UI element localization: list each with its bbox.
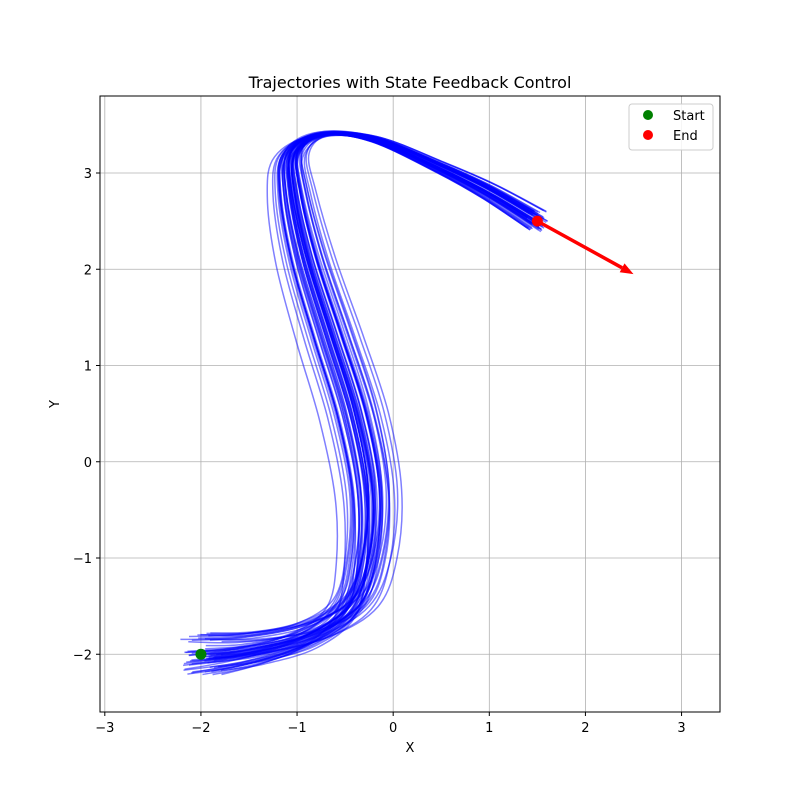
- start-marker: [195, 648, 207, 660]
- x-tick-label: −1: [287, 721, 306, 736]
- x-tick-label: 3: [677, 721, 685, 736]
- x-tick-label: 0: [389, 721, 397, 736]
- plot-frame: [99, 95, 721, 713]
- y-tick-label: 1: [84, 360, 92, 375]
- legend-start-label: Start: [673, 109, 705, 124]
- trajectory-line: [185, 132, 536, 654]
- end-heading-arrow-layer: [536, 219, 634, 275]
- x-axis-label: X: [406, 741, 415, 756]
- y-axis-label: Y: [48, 400, 63, 409]
- end-heading-arrow-head: [619, 263, 634, 275]
- y-tick-label: −2: [73, 648, 92, 663]
- trajectory-lines: [180, 130, 549, 676]
- x-tick-label: 2: [581, 721, 589, 736]
- x-tick-label: −2: [191, 721, 210, 736]
- y-tick-label: 3: [84, 167, 92, 182]
- x-tick-label: 1: [485, 721, 493, 736]
- legend-start-marker: [643, 110, 653, 120]
- end-marker: [531, 215, 543, 227]
- trajectory-line: [210, 132, 544, 657]
- y-tick-label: 2: [84, 263, 92, 278]
- y-tick-label: −1: [73, 552, 92, 567]
- x-tick-label: −3: [95, 721, 114, 736]
- legend-end-marker: [643, 130, 653, 140]
- legend: Start End: [628, 103, 714, 151]
- trajectory-line: [218, 134, 532, 668]
- y-tick-label: 0: [84, 456, 92, 471]
- trajectory-line: [220, 131, 547, 656]
- legend-end-label: End: [673, 129, 698, 144]
- end-heading-arrow-shaft: [536, 219, 623, 270]
- marker-layer: [195, 215, 543, 660]
- trajectory-line: [211, 131, 548, 673]
- chart-title: Trajectories with State Feedback Control: [248, 73, 572, 92]
- axis-ticks: −3 −2 −1 0 1 2 3 −2 −1 0 1 2 3: [73, 167, 686, 736]
